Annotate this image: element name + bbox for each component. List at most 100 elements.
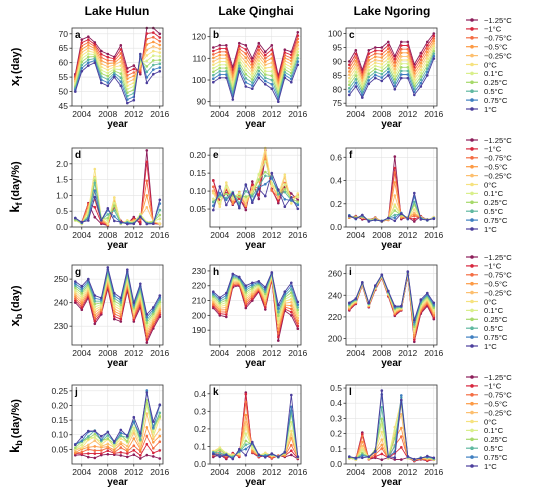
series-group <box>212 31 300 103</box>
data-point <box>132 301 136 304</box>
data-point <box>139 215 142 219</box>
data-point <box>354 52 358 56</box>
data-point <box>270 52 274 56</box>
data-point <box>119 299 123 302</box>
data-point <box>290 307 293 311</box>
data-point <box>231 457 235 461</box>
legend-label: 0.75°C <box>484 96 508 105</box>
data-point <box>348 86 351 90</box>
data-point <box>106 449 110 453</box>
data-point <box>139 70 142 74</box>
legend-item: −1.25°C <box>466 253 512 262</box>
data-point <box>270 48 274 51</box>
data-point <box>251 183 254 187</box>
data-point <box>393 216 397 219</box>
series-line <box>348 38 435 77</box>
data-point <box>132 415 136 419</box>
data-point <box>393 57 397 61</box>
data-point <box>244 202 248 206</box>
data-point <box>225 299 228 302</box>
y-tick-label: 95 <box>333 43 343 53</box>
data-point <box>93 47 97 50</box>
data-point <box>400 426 403 430</box>
data-point <box>290 199 293 202</box>
data-point <box>296 207 300 211</box>
data-point <box>119 320 123 323</box>
data-point <box>218 303 222 307</box>
data-point <box>367 301 371 305</box>
data-point <box>80 51 84 54</box>
y-tick-label: 120 <box>192 32 206 42</box>
legend: −1.25°C−1°C−0.75°C−0.5°C−0.25°C0°C0.1°C0… <box>466 136 512 234</box>
x-tick-label: 2016 <box>150 348 169 358</box>
series-line <box>349 192 434 223</box>
legend-label: 0.25°C <box>484 435 508 444</box>
data-point <box>361 440 364 444</box>
x-tick-label: 2012 <box>398 109 417 119</box>
data-point <box>126 448 129 452</box>
data-point <box>426 47 429 50</box>
data-point <box>113 196 116 199</box>
data-point <box>132 437 136 440</box>
data-point <box>113 448 116 452</box>
data-point <box>139 52 142 56</box>
data-point <box>361 281 364 284</box>
data-point <box>426 54 429 57</box>
data-point <box>218 455 222 459</box>
data-point <box>80 284 84 288</box>
data-point <box>100 452 103 455</box>
data-point <box>152 49 155 53</box>
data-point <box>113 69 116 73</box>
data-point <box>225 315 228 319</box>
data-point <box>277 328 280 332</box>
data-point <box>264 66 267 70</box>
data-point <box>380 69 384 73</box>
data-point <box>225 76 228 80</box>
legend-swatch-dot <box>470 344 474 348</box>
data-point <box>87 277 90 281</box>
data-point <box>152 306 155 309</box>
data-point <box>152 45 155 48</box>
data-point <box>87 38 90 41</box>
data-point <box>132 320 136 323</box>
data-point <box>387 455 390 459</box>
data-point <box>290 202 293 205</box>
data-point <box>80 289 84 293</box>
data-point <box>393 88 397 91</box>
data-point <box>132 444 136 448</box>
legend-swatch-dot <box>470 27 474 31</box>
data-point <box>225 73 228 76</box>
legend-label: −0.75°C <box>484 271 512 280</box>
data-point <box>152 455 155 458</box>
data-point <box>126 222 129 226</box>
data-point <box>270 74 274 77</box>
data-point <box>367 220 371 223</box>
data-point <box>374 284 377 287</box>
data-point <box>231 272 235 276</box>
y-tick-label: 2.0 <box>56 159 68 169</box>
series-line <box>212 171 299 211</box>
data-point <box>419 68 423 72</box>
data-point <box>113 304 116 308</box>
data-point <box>80 294 84 297</box>
legend-swatch-dot <box>470 264 474 268</box>
data-point <box>406 58 410 62</box>
data-point <box>119 431 123 435</box>
data-point <box>264 83 267 86</box>
data-point <box>251 81 254 84</box>
data-point <box>393 213 397 217</box>
data-point <box>257 197 261 201</box>
data-point <box>139 442 142 445</box>
data-point <box>244 286 248 290</box>
legend-swatch-dot <box>470 71 474 76</box>
data-point <box>374 455 377 458</box>
data-point <box>225 310 228 314</box>
data-point <box>152 451 155 455</box>
data-point <box>406 76 410 80</box>
data-point <box>264 70 267 73</box>
data-point <box>413 340 416 344</box>
data-point <box>93 51 97 54</box>
legend-item: −0.5°C <box>466 163 508 172</box>
data-point <box>244 44 248 47</box>
data-point <box>387 47 390 50</box>
